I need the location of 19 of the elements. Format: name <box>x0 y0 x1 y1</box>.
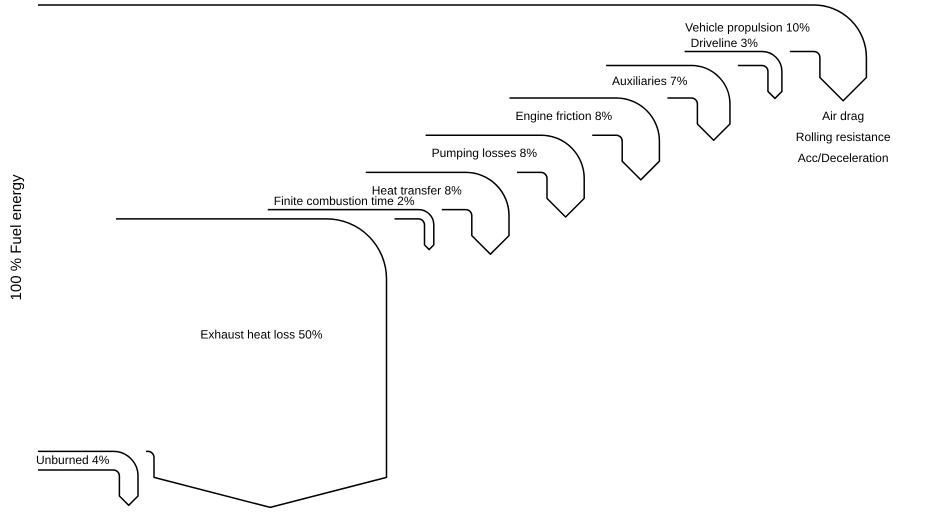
text: 100 % Fuel energy <box>8 174 26 300</box>
data-label: 50% <box>298 327 323 342</box>
category-label: Unburned <box>36 453 89 468</box>
data-label: 3% <box>740 36 758 50</box>
text: Rolling resistance <box>796 130 891 144</box>
category-label: Auxiliaries <box>612 74 667 88</box>
category-label: Driveline <box>690 36 738 50</box>
category-label: Pumping losses <box>432 146 516 160</box>
data-label: 10% <box>786 20 810 35</box>
category-label: Exhaust heat loss <box>200 327 296 342</box>
text: Air drag <box>822 109 864 124</box>
data-label: 7% <box>670 74 688 88</box>
data-label: 8% <box>444 183 462 198</box>
category-label: Vehicle propulsion <box>685 20 783 35</box>
text: Acc/Deceleration <box>798 151 889 166</box>
data-label: 8% <box>520 146 538 160</box>
category-label: Engine friction <box>515 108 592 123</box>
data-label: 8% <box>594 108 613 123</box>
data-label: 4% <box>92 453 110 468</box>
